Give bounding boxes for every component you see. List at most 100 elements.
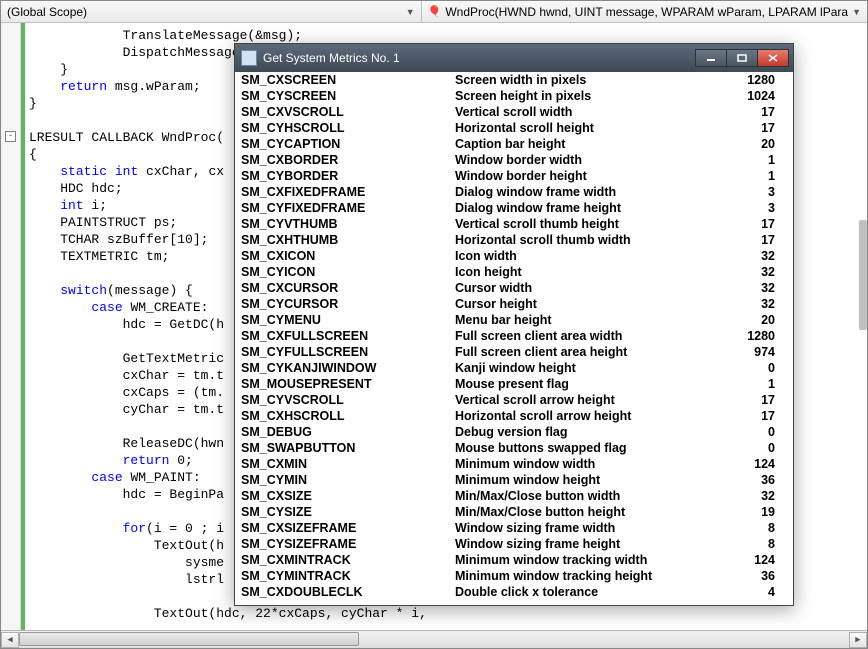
metric-value: 124	[729, 553, 781, 567]
scroll-thumb[interactable]	[19, 632, 359, 646]
metric-row: SM_CXSCREENScreen width in pixels1280	[237, 72, 791, 88]
metric-value: 17	[729, 121, 781, 135]
metric-description: Horizontal scroll thumb width	[455, 233, 729, 247]
metric-value: 8	[729, 521, 781, 535]
change-mark[interactable]	[859, 220, 867, 330]
metric-value: 32	[729, 265, 781, 279]
chevron-down-icon: ▼	[852, 7, 861, 17]
metric-description: Caption bar height	[455, 137, 729, 151]
metric-key: SM_CYVSCROLL	[237, 393, 455, 407]
metric-description: Dialog window frame width	[455, 185, 729, 199]
metric-row: SM_CYMINMinimum window height36	[237, 472, 791, 488]
metric-value: 32	[729, 297, 781, 311]
metric-row: SM_CYHSCROLLHorizontal scroll height17	[237, 120, 791, 136]
metric-description: Screen width in pixels	[455, 73, 729, 87]
metric-key: SM_CXFULLSCREEN	[237, 329, 455, 343]
metric-row: SM_SWAPBUTTONMouse buttons swapped flag0	[237, 440, 791, 456]
metric-key: SM_CYSIZEFRAME	[237, 537, 455, 551]
metric-description: Horizontal scroll height	[455, 121, 729, 135]
metric-key: SM_MOUSEPRESENT	[237, 377, 455, 391]
metric-row: SM_CXFIXEDFRAMEDialog window frame width…	[237, 184, 791, 200]
metric-value: 17	[729, 217, 781, 231]
metric-row: SM_CXVSCROLLVertical scroll width17	[237, 104, 791, 120]
maximize-button[interactable]	[726, 49, 758, 67]
metric-value: 1	[729, 153, 781, 167]
metric-row: SM_CYKANJIWINDOWKanji window height0	[237, 360, 791, 376]
scroll-track[interactable]	[19, 632, 849, 648]
metric-key: SM_CYFULLSCREEN	[237, 345, 455, 359]
metric-description: Cursor width	[455, 281, 729, 295]
metric-row: SM_CYFIXEDFRAMEDialog window frame heigh…	[237, 200, 791, 216]
metric-row: SM_CXHTHUMBHorizontal scroll thumb width…	[237, 232, 791, 248]
metric-row: SM_CYVTHUMBVertical scroll thumb height1…	[237, 216, 791, 232]
metric-description: Vertical scroll arrow height	[455, 393, 729, 407]
metric-key: SM_CYKANJIWINDOW	[237, 361, 455, 375]
metric-value: 3	[729, 201, 781, 215]
function-label: WndProc(HWND hwnd, UINT message, WPARAM …	[445, 5, 848, 19]
metric-row: SM_CYSIZEMin/Max/Close button height19	[237, 504, 791, 520]
metric-value: 32	[729, 489, 781, 503]
metric-row: SM_CXFULLSCREENFull screen client area w…	[237, 328, 791, 344]
function-dropdown[interactable]: 🎈 WndProc(HWND hwnd, UINT message, WPARA…	[422, 1, 867, 22]
metric-value: 1280	[729, 73, 781, 87]
fold-toggle-icon[interactable]: -	[5, 131, 16, 142]
metric-row: SM_MOUSEPRESENTMouse present flag1	[237, 376, 791, 392]
metric-value: 8	[729, 537, 781, 551]
metric-key: SM_CXHTHUMB	[237, 233, 455, 247]
metric-description: Minimum window tracking width	[455, 553, 729, 567]
metric-description: Horizontal scroll arrow height	[455, 409, 729, 423]
app-icon	[241, 50, 257, 66]
window-title: Get System Metrics No. 1	[263, 51, 696, 65]
metric-description: Vertical scroll width	[455, 105, 729, 119]
scope-dropdown[interactable]: (Global Scope) ▼	[1, 1, 422, 22]
metric-value: 17	[729, 393, 781, 407]
horizontal-scrollbar[interactable]: ◀ ▶	[1, 630, 867, 648]
metric-description: Kanji window height	[455, 361, 729, 375]
scope-label: (Global Scope)	[7, 5, 87, 19]
metric-key: SM_CXCURSOR	[237, 281, 455, 295]
metric-key: SM_CXMINTRACK	[237, 553, 455, 567]
metric-key: SM_CYHSCROLL	[237, 121, 455, 135]
chevron-down-icon: ▼	[406, 7, 415, 17]
metric-key: SM_CXFIXEDFRAME	[237, 185, 455, 199]
metric-key: SM_CYFIXEDFRAME	[237, 201, 455, 215]
scroll-left-button[interactable]: ◀	[1, 632, 19, 648]
metric-value: 1024	[729, 89, 781, 103]
metric-row: SM_CXCURSORCursor width32	[237, 280, 791, 296]
metric-row: SM_CYVSCROLLVertical scroll arrow height…	[237, 392, 791, 408]
metric-row: SM_CXSIZEFRAMEWindow sizing frame width8	[237, 520, 791, 536]
metric-value: 36	[729, 569, 781, 583]
metric-value: 32	[729, 281, 781, 295]
scroll-right-button[interactable]: ▶	[849, 632, 867, 648]
close-button[interactable]	[757, 49, 789, 67]
metric-row: SM_CYMINTRACKMinimum window tracking hei…	[237, 568, 791, 584]
metric-description: Window sizing frame height	[455, 537, 729, 551]
metric-row: SM_CXICONIcon width32	[237, 248, 791, 264]
metric-description: Window border width	[455, 153, 729, 167]
metric-value: 19	[729, 505, 781, 519]
metric-row: SM_CYSIZEFRAMEWindow sizing frame height…	[237, 536, 791, 552]
metric-key: SM_CYMINTRACK	[237, 569, 455, 583]
overview-ruler[interactable]	[857, 50, 867, 630]
metric-key: SM_CYSCREEN	[237, 89, 455, 103]
metric-value: 32	[729, 249, 781, 263]
minimize-button[interactable]	[695, 49, 727, 67]
metric-value: 0	[729, 425, 781, 439]
metric-row: SM_CYICONIcon height32	[237, 264, 791, 280]
metric-row: SM_CXSIZEMin/Max/Close button width32	[237, 488, 791, 504]
code-line: TranslateMessage(&msg);	[29, 27, 427, 44]
metric-key: SM_CYCAPTION	[237, 137, 455, 151]
metric-description: Window border height	[455, 169, 729, 183]
window-controls	[696, 49, 789, 67]
metric-value: 0	[729, 361, 781, 375]
metric-key: SM_DEBUG	[237, 425, 455, 439]
metric-value: 1280	[729, 329, 781, 343]
metric-description: Screen height in pixels	[455, 89, 729, 103]
function-icon: 🎈	[428, 5, 442, 18]
metric-description: Mouse present flag	[455, 377, 729, 391]
metric-description: Dialog window frame height	[455, 201, 729, 215]
metric-description: Debug version flag	[455, 425, 729, 439]
metric-key: SM_CYCURSOR	[237, 297, 455, 311]
metric-description: Icon height	[455, 265, 729, 279]
window-titlebar[interactable]: Get System Metrics No. 1	[235, 44, 793, 72]
